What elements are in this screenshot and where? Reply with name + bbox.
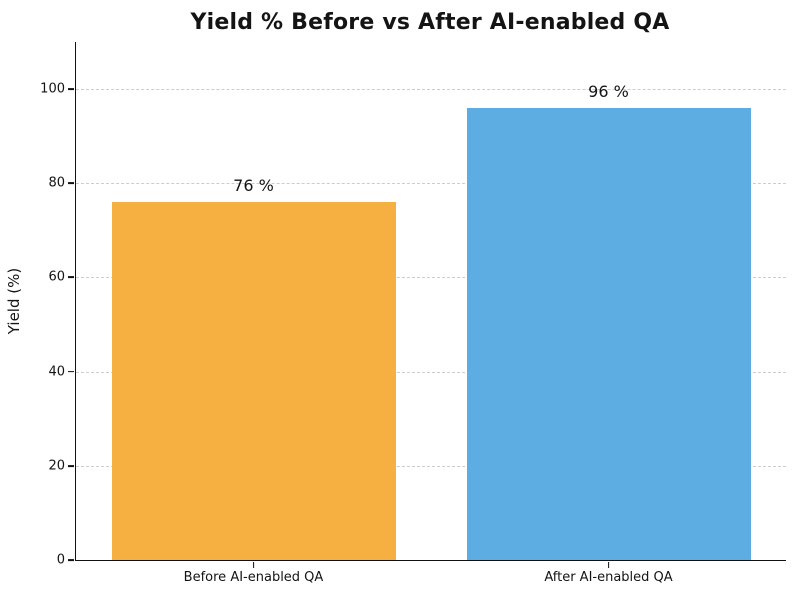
gridline (76, 465, 786, 467)
y-axis-tick-mark (68, 276, 74, 279)
y-axis-tick-mark (68, 464, 74, 467)
x-axis-tick-mark (252, 562, 255, 568)
y-axis-tick-mark (68, 182, 74, 185)
chart-title: Yield % Before vs After AI-enabled QA (190, 10, 670, 35)
y-axis-tick-label: 80 (48, 175, 65, 191)
y-axis-tick-label: 0 (56, 552, 65, 568)
bar-value-label: 76 % (233, 176, 274, 196)
y-axis-tick-mark (68, 370, 74, 373)
gridline (76, 277, 786, 279)
bar-after-ai-qa (466, 107, 751, 560)
y-axis-tick-mark (68, 88, 74, 90)
y-axis-label: Yield (%) (5, 267, 23, 335)
gridline (76, 183, 786, 185)
y-axis-tick-mark (68, 559, 74, 561)
gridline (76, 89, 786, 91)
plot-area: 0 20 40 60 80 100 76 % Before AI-enabled QA 96 %… (40, 42, 786, 585)
y-axis-tick-label: 20 (48, 458, 65, 474)
bar-before-ai-qa (111, 202, 396, 560)
x-axis-tick-mark (607, 562, 610, 568)
y-axis-tick-label: 100 (40, 81, 65, 97)
x-category-label: After AI-enabled QA (544, 570, 673, 585)
x-category-label: Before AI-enabled QA (183, 570, 324, 585)
bar-value-label: 96 % (588, 81, 629, 101)
y-axis-tick-label: 40 (48, 364, 65, 380)
y-axis-tick-label: 60 (48, 269, 65, 285)
gridline (76, 371, 786, 373)
